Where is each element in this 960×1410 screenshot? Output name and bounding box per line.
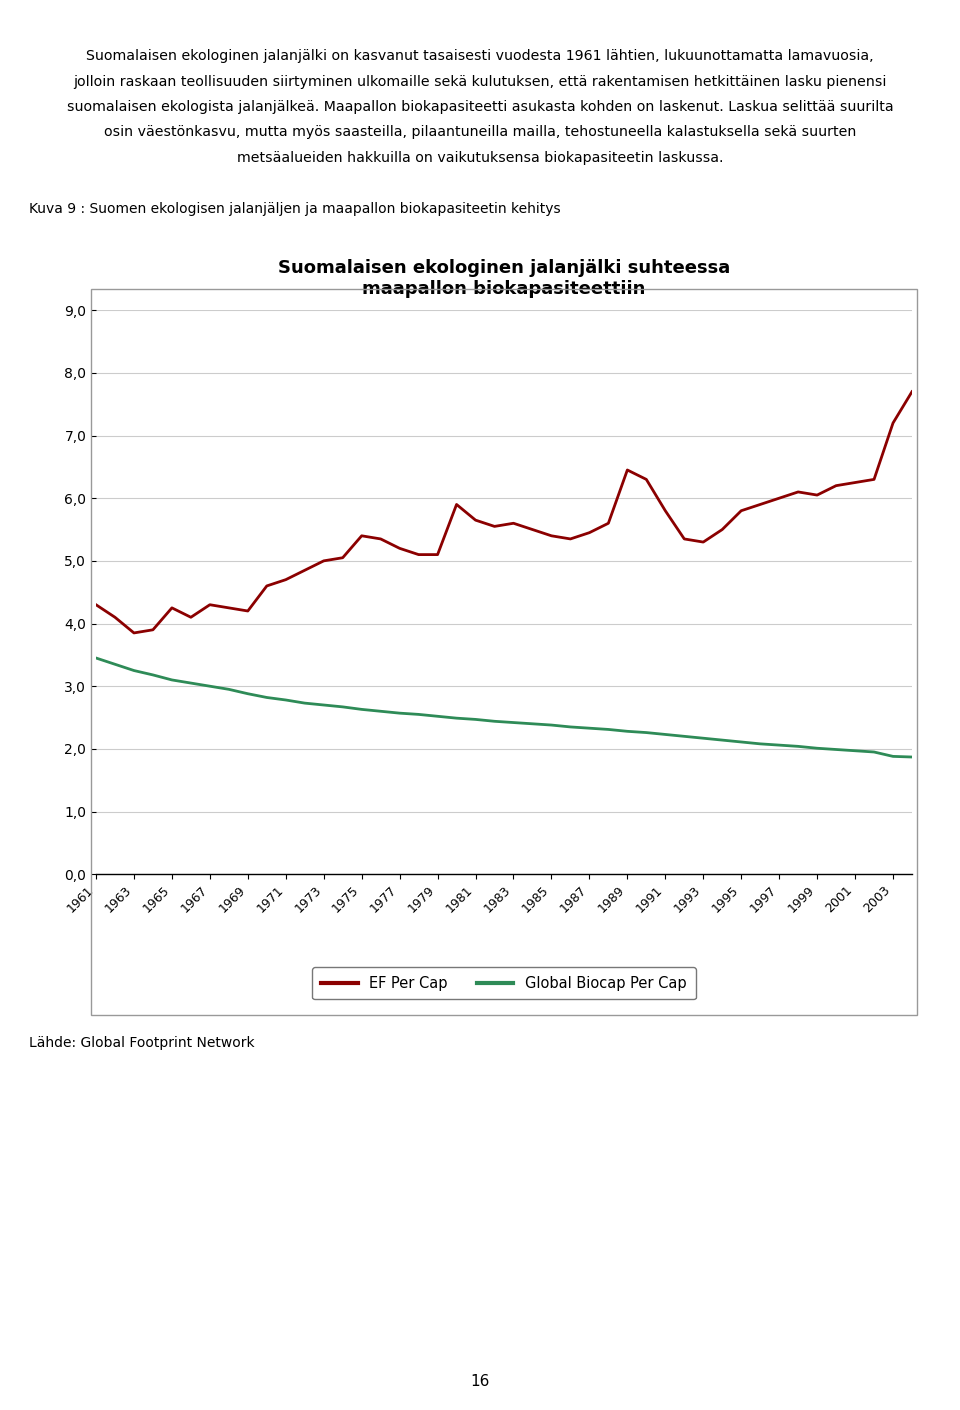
Text: suomalaisen ekologista jalanjälkeä. Maapallon biokapasiteetti asukasta kohden on: suomalaisen ekologista jalanjälkeä. Maap… xyxy=(66,100,894,114)
Legend: EF Per Cap, Global Biocap Per Cap: EF Per Cap, Global Biocap Per Cap xyxy=(312,967,696,1000)
Title: Suomalaisen ekologinen jalanjälki suhteessa
maapallon biokapasiteettiin: Suomalaisen ekologinen jalanjälki suhtee… xyxy=(277,258,731,298)
Text: Suomalaisen ekologinen jalanjälki on kasvanut tasaisesti vuodesta 1961 lähtien, : Suomalaisen ekologinen jalanjälki on kas… xyxy=(86,49,874,63)
Text: Lähde: Global Footprint Network: Lähde: Global Footprint Network xyxy=(29,1036,254,1050)
Text: metsäalueiden hakkuilla on vaikutuksensa biokapasiteetin laskussa.: metsäalueiden hakkuilla on vaikutuksensa… xyxy=(237,151,723,165)
Text: Kuva 9 : Suomen ekologisen jalanjäljen ja maapallon biokapasiteetin kehitys: Kuva 9 : Suomen ekologisen jalanjäljen j… xyxy=(29,202,561,216)
Text: 16: 16 xyxy=(470,1373,490,1389)
Text: jolloin raskaan teollisuuden siirtyminen ulkomaille sekä kulutuksen, että rakent: jolloin raskaan teollisuuden siirtyminen… xyxy=(73,75,887,89)
Text: osin väestönkasvu, mutta myös saasteilla, pilaantuneilla mailla, tehostuneella k: osin väestönkasvu, mutta myös saasteilla… xyxy=(104,125,856,140)
